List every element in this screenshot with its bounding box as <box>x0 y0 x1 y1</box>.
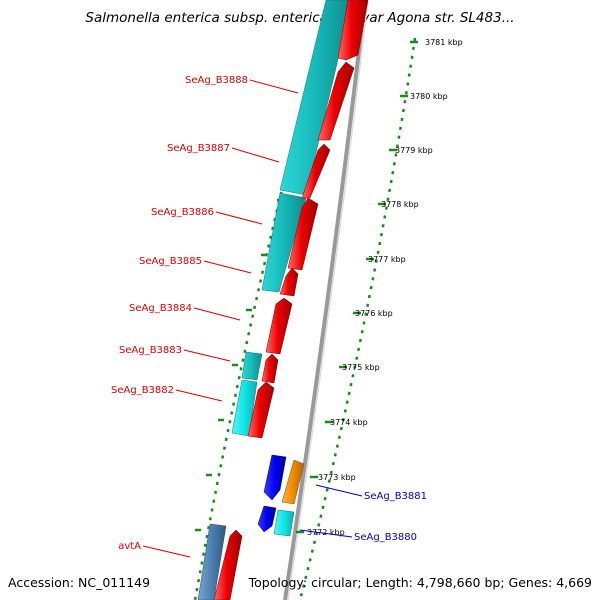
cyan-feature <box>241 351 263 381</box>
sequence-backbone-highlight <box>287 0 369 600</box>
blue-cds-features <box>257 454 287 533</box>
gene-label[interactable]: avtA <box>118 541 141 552</box>
cds-feature <box>265 297 293 355</box>
gene-label[interactable]: SeAg_B3886 <box>151 207 214 218</box>
scale-tick-label: 3776 kbp <box>355 309 393 318</box>
left-dotted-track <box>193 0 332 600</box>
cds-feature <box>287 197 319 271</box>
scale-tick-label: 3773 kbp <box>318 473 356 482</box>
cds-feature <box>337 0 369 61</box>
cyan-features <box>231 0 353 537</box>
topology-text: Topology: circular; Length: 4,798,660 bp… <box>248 575 592 590</box>
scale-tick-label: 3772 kbp <box>307 528 345 537</box>
cds-feature <box>301 143 331 199</box>
orange-feature <box>281 459 305 505</box>
cds-feature-reverse <box>257 505 277 533</box>
gene-label[interactable]: SeAg_B3881 <box>364 491 427 502</box>
scale-tick-label: 3775 kbp <box>342 363 380 372</box>
cyan-feature-bright <box>273 509 295 537</box>
gene-labels: SeAg_B3888 SeAg_B3887 SeAg_B3886 SeAg_B3… <box>111 75 427 552</box>
sequence-backbone <box>283 0 367 600</box>
scale-tick-label: 3780 kbp <box>410 92 448 101</box>
scale-track-ticks <box>296 40 418 534</box>
gene-label[interactable]: SeAg_B3882 <box>111 385 174 396</box>
cds-feature <box>317 61 355 141</box>
gene-label[interactable]: SeAg_B3883 <box>119 345 182 356</box>
cds-feature-reverse <box>263 454 287 501</box>
gene-label[interactable]: SeAg_B3885 <box>139 256 202 267</box>
gene-label[interactable]: SeAg_B3880 <box>354 532 417 543</box>
scale-tick-label: 3774 kbp <box>330 418 368 427</box>
red-cds-features <box>213 0 369 600</box>
scale-tick-label: 3778 kbp <box>381 200 419 209</box>
cyan-feature <box>261 192 307 293</box>
cds-feature <box>279 267 299 297</box>
cds-feature <box>213 529 243 600</box>
gene-leader-lines <box>142 79 363 558</box>
cds-feature <box>247 381 275 439</box>
scale-tick-label: 3777 kbp <box>368 255 406 264</box>
gene-label[interactable]: SeAg_B3888 <box>185 75 248 86</box>
scale-tick-label: 3781 kbp <box>425 38 463 47</box>
gene-label[interactable]: SeAg_B3884 <box>129 303 192 314</box>
scale-tick-labels: 3781 kbp 3780 kbp 3779 kbp 3778 kbp 3777… <box>307 38 463 537</box>
gene-label[interactable]: SeAg_B3887 <box>167 143 230 154</box>
cds-feature <box>261 353 279 384</box>
scale-tick-label: 3779 kbp <box>395 146 433 155</box>
steel-feature <box>197 523 227 600</box>
accession-text: Accession: NC_011149 <box>8 575 150 590</box>
map-title: Salmonella enterica subsp. enterica sero… <box>85 10 514 26</box>
